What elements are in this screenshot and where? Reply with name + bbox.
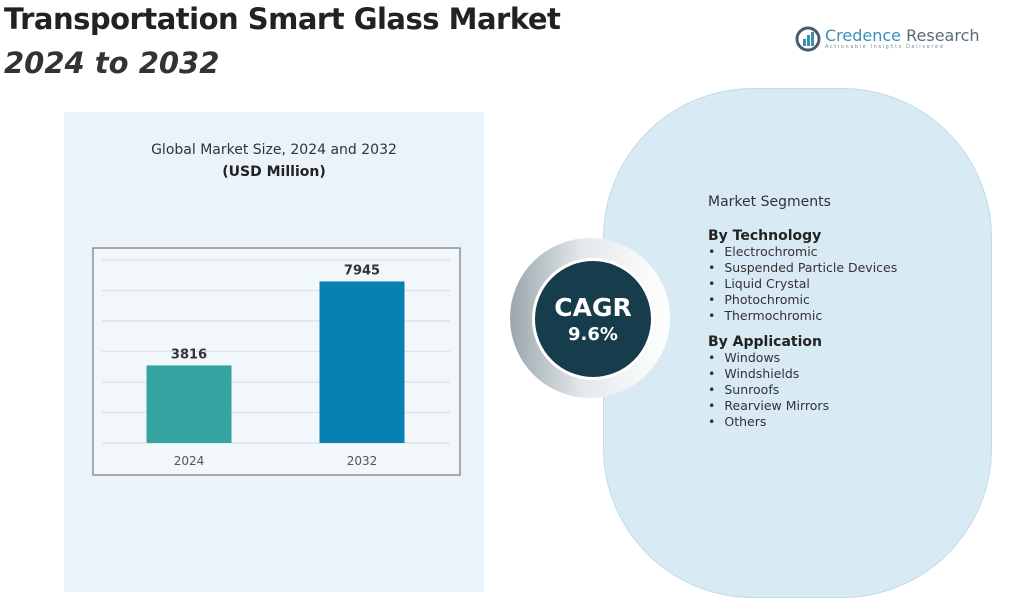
cagr-badge: CAGR 9.6%: [532, 258, 654, 380]
cagr-label: CAGR: [554, 293, 632, 322]
segment-item: Windshields: [708, 366, 897, 382]
logo-name: Credence Research: [825, 28, 980, 44]
segment-group-title: By Application: [708, 334, 822, 350]
segment-list-application: Windows Windshields Sunroofs Rearview Mi…: [708, 350, 897, 430]
segment-item: Sunroofs: [708, 382, 897, 398]
logo-icon: [795, 26, 821, 52]
segment-item: Windows: [708, 350, 897, 366]
logo: Credence Research Actionable Insights De…: [795, 26, 980, 52]
cagr-value: 9.6%: [568, 324, 618, 345]
chart-unit: (USD Million): [222, 164, 326, 180]
page-title: Transportation Smart Glass Market: [4, 2, 561, 36]
market-segments: Market Segments By Technology Electrochr…: [708, 194, 897, 440]
bar-chart: 3816 2024 7945 2032: [92, 247, 461, 476]
segment-item: Liquid Crystal: [708, 276, 897, 292]
segment-item: Photochromic: [708, 292, 897, 308]
logo-tagline: Actionable Insights Delivered: [825, 44, 945, 50]
logo-name-1: Credence: [825, 26, 902, 45]
data-label: 3816: [171, 347, 207, 362]
segment-item: Rearview Mirrors: [708, 398, 897, 414]
segment-item: Thermochromic: [708, 308, 897, 324]
x-tick-label: 2032: [347, 454, 378, 468]
chart-title: Global Market Size, 2024 and 2032: [151, 142, 397, 158]
segment-item: Others: [708, 414, 897, 430]
data-label: 7945: [344, 263, 380, 278]
segment-group-title: By Technology: [708, 228, 822, 244]
page-subtitle: 2024 to 2032: [4, 46, 220, 80]
bar-2024: [146, 365, 232, 443]
segments-panel: [603, 88, 992, 598]
segment-item: Electrochromic: [708, 244, 897, 260]
segment-item: Suspended Particle Devices: [708, 260, 897, 276]
logo-name-2: Research: [901, 26, 980, 45]
segment-list-technology: Electrochromic Suspended Particle Device…: [708, 244, 897, 324]
segments-heading: Market Segments: [708, 194, 831, 210]
bar-2032: [319, 281, 405, 443]
x-tick-label: 2024: [174, 454, 205, 468]
